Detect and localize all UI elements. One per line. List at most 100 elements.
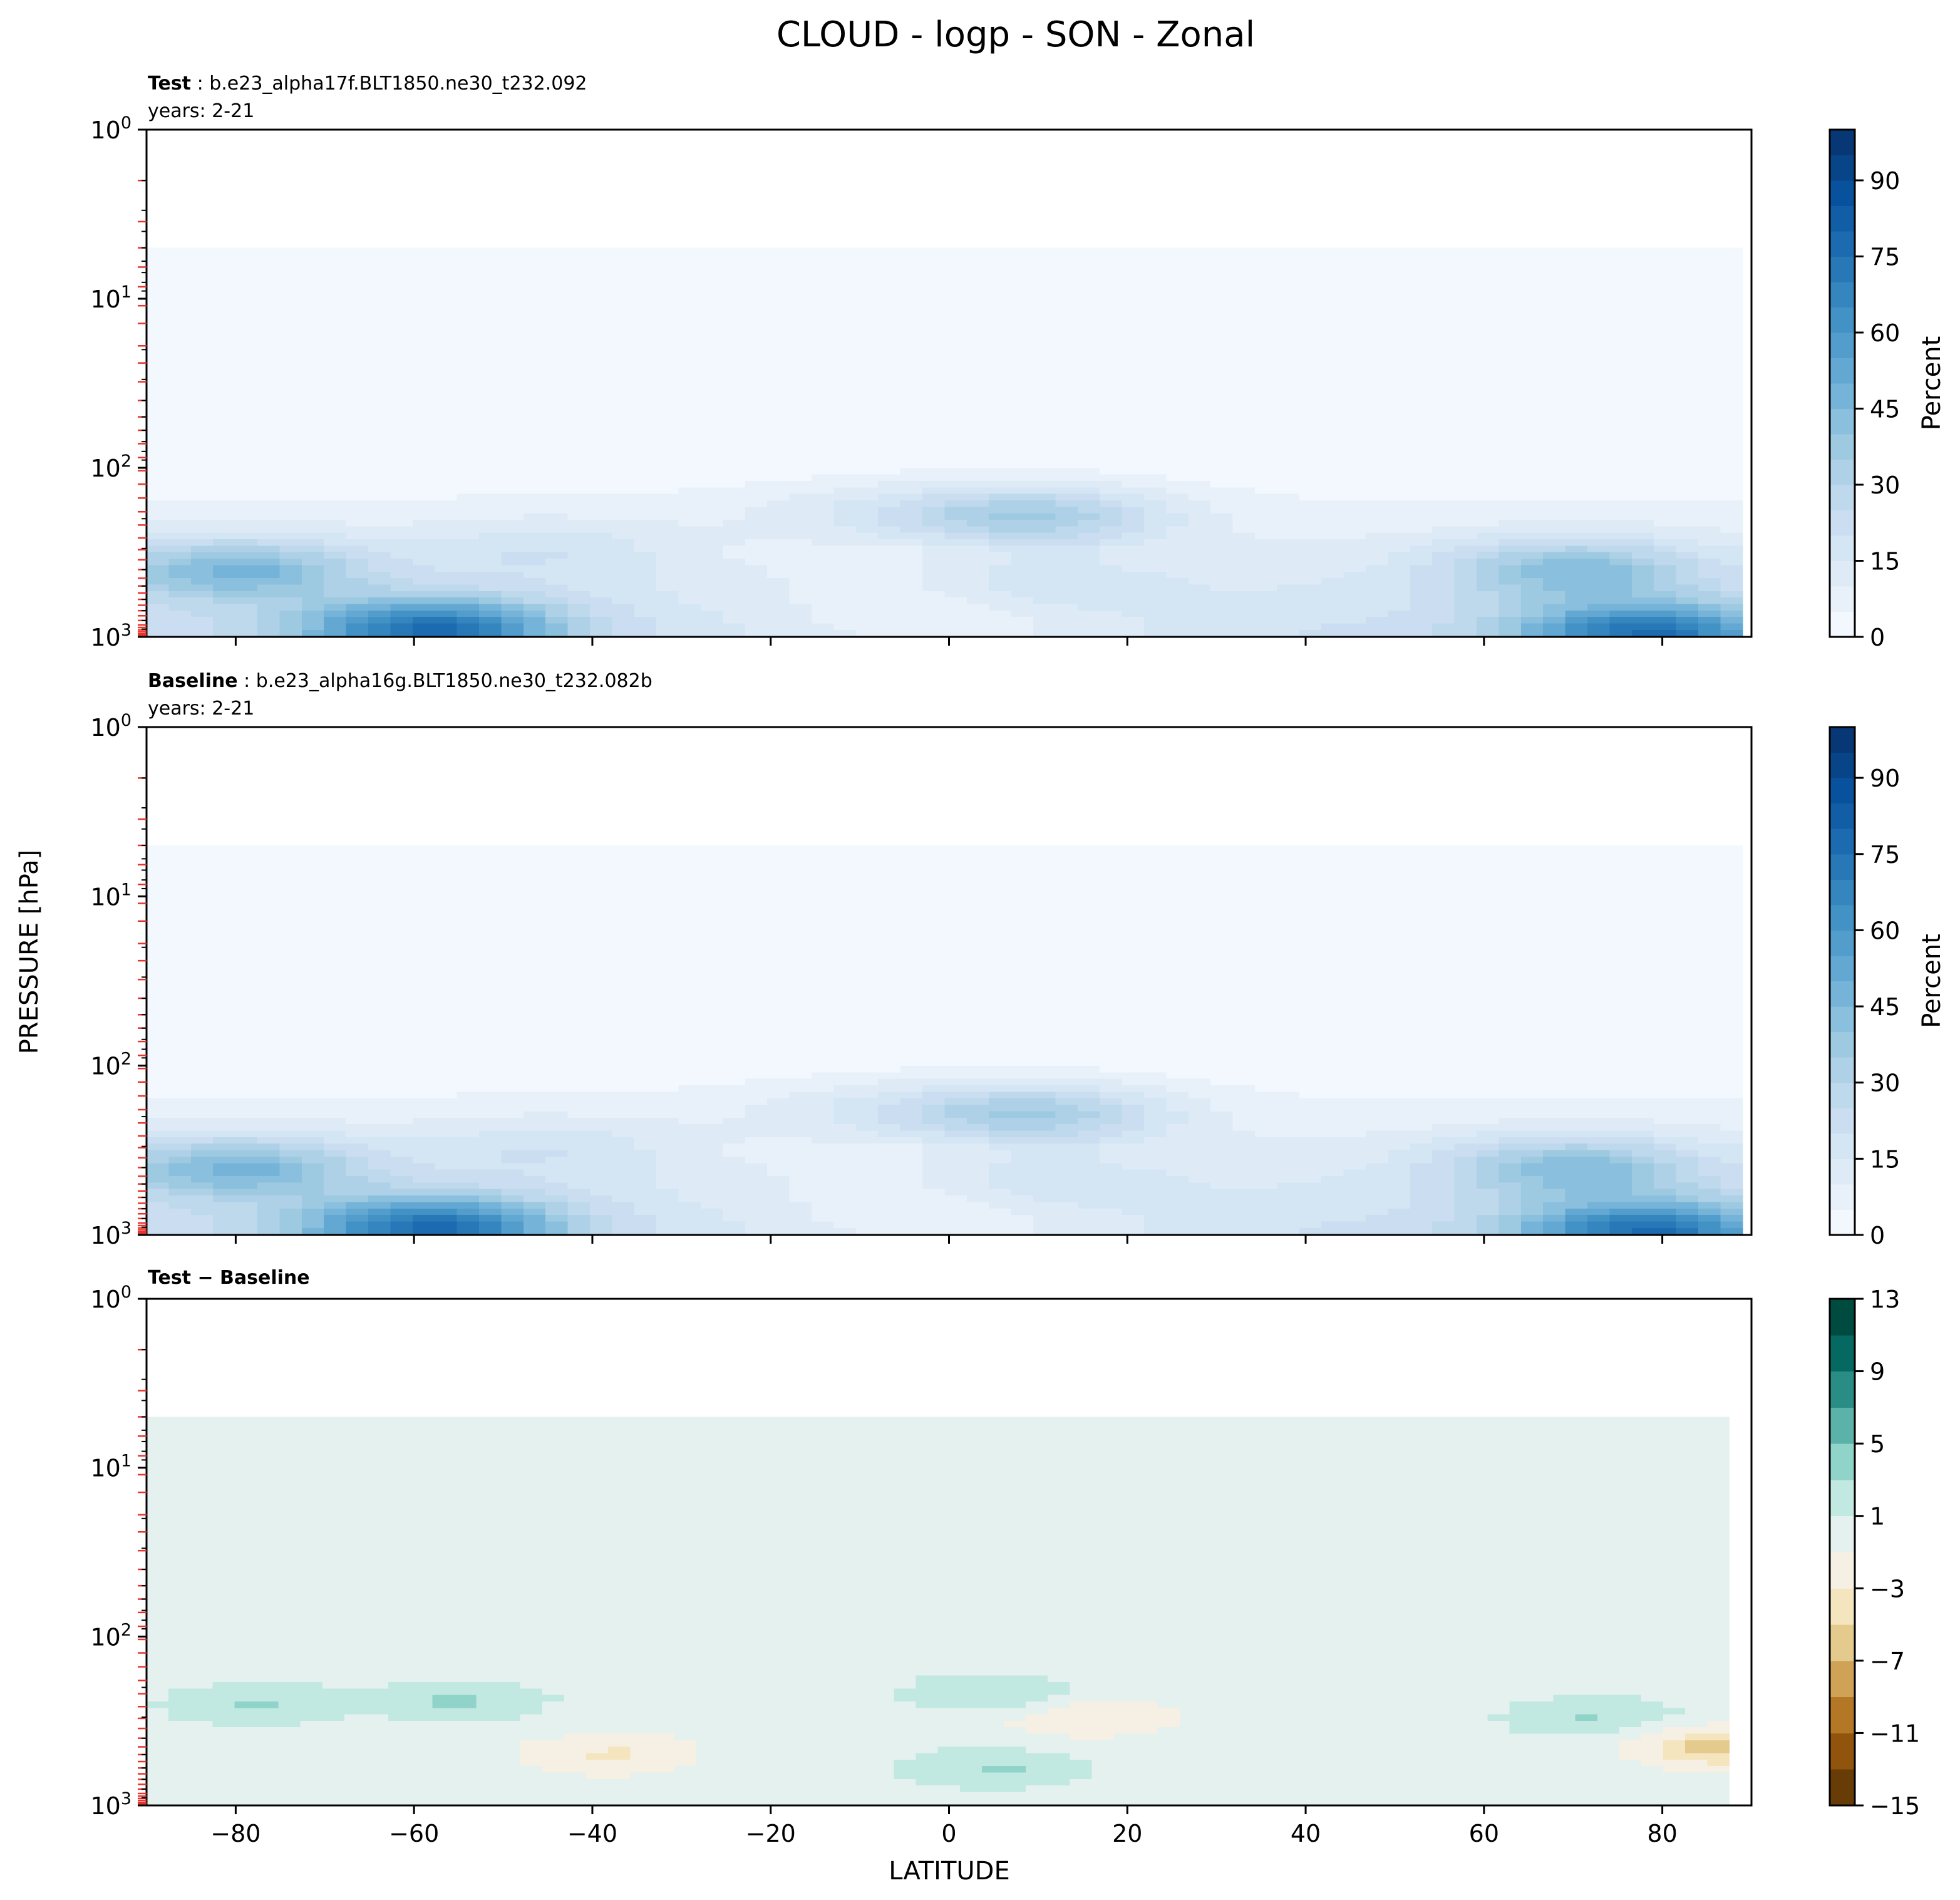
field-cell <box>678 448 701 456</box>
field-cell <box>1410 448 1433 456</box>
field-cell <box>1654 462 1677 468</box>
field-cell <box>1477 410 1499 417</box>
field-cell <box>1188 623 1211 631</box>
field-cell <box>1520 526 1544 534</box>
field-cell <box>878 591 901 598</box>
field-cell <box>678 591 701 598</box>
field-cell <box>147 962 169 969</box>
field-cell <box>1166 487 1189 495</box>
field-cell <box>1321 396 1344 404</box>
field-cell <box>1631 481 1654 488</box>
field-cell <box>301 949 324 956</box>
field-cell <box>523 559 546 565</box>
field-cell <box>634 500 657 507</box>
field-cell <box>878 377 901 385</box>
field-cell <box>324 871 347 879</box>
field-cell <box>368 435 391 443</box>
field-cell <box>324 286 347 294</box>
field-cell <box>678 539 701 546</box>
field-cell <box>678 351 701 359</box>
field-cell <box>1720 462 1743 468</box>
field-cell <box>456 487 480 495</box>
field-cell <box>1011 448 1034 456</box>
field-cell <box>301 1189 324 1196</box>
field-cell <box>966 591 989 598</box>
field-cell <box>324 604 347 611</box>
field-cell <box>545 383 569 391</box>
field-cell <box>855 552 879 559</box>
field-cell <box>567 623 591 631</box>
field-cell <box>168 975 192 982</box>
field-cell <box>1077 338 1100 346</box>
field-cell <box>1188 364 1211 371</box>
field-cell <box>1543 338 1566 346</box>
field-cell <box>1498 254 1522 261</box>
field-cell <box>723 319 746 326</box>
field-cell <box>190 584 214 592</box>
field-cell <box>1343 312 1366 319</box>
field-cell <box>1033 565 1056 572</box>
field-cell <box>1498 539 1522 546</box>
field-cell <box>812 487 834 495</box>
field-cell <box>1410 416 1433 423</box>
field-cell <box>168 274 192 281</box>
field-cell <box>900 299 923 307</box>
field-cell <box>789 390 812 398</box>
field-cell <box>523 481 546 488</box>
field-cell <box>855 267 879 274</box>
field-cell <box>745 552 768 559</box>
field-cell <box>922 513 945 520</box>
field-cell <box>1188 280 1211 287</box>
field-cell <box>279 1033 302 1041</box>
field-cell <box>1122 623 1145 631</box>
field-cell <box>412 468 435 475</box>
field-cell <box>1609 565 1632 572</box>
field-cell <box>235 623 258 631</box>
field-cell <box>634 396 657 404</box>
field-cell <box>279 1215 302 1222</box>
field-cell <box>147 371 169 378</box>
field-cell <box>612 435 635 443</box>
field-cell <box>1255 319 1277 326</box>
field-cell <box>789 545 812 553</box>
field-cell <box>1122 429 1145 436</box>
field-cell <box>279 936 302 943</box>
field-cell <box>1166 403 1189 410</box>
field-cell <box>1565 462 1588 468</box>
field-cell <box>346 481 369 488</box>
field-cell <box>1631 267 1654 274</box>
field-cell <box>1366 500 1388 507</box>
field-cell <box>368 377 391 385</box>
field-cell <box>900 487 923 495</box>
field-cell <box>1432 332 1455 339</box>
field-cell <box>213 448 236 456</box>
field-cell <box>1188 448 1211 456</box>
field-cell <box>1654 532 1677 540</box>
field-cell <box>1520 441 1544 449</box>
field-cell <box>257 312 280 319</box>
field-cell <box>1498 526 1522 534</box>
field-cell <box>1388 552 1411 559</box>
field-cell <box>1565 286 1588 294</box>
field-cell <box>324 377 347 385</box>
field-cell <box>1388 493 1411 501</box>
field-cell <box>767 267 790 274</box>
field-cell <box>1255 559 1277 565</box>
field-cell <box>855 487 879 495</box>
field-cell <box>1033 441 1056 449</box>
field-cell <box>1654 319 1677 326</box>
field-cell <box>1232 468 1256 475</box>
field-cell <box>435 371 458 378</box>
field-cell <box>235 254 258 261</box>
field-cell <box>1299 500 1322 507</box>
field-cell <box>922 507 945 514</box>
field-cell <box>456 468 480 475</box>
field-cell <box>1609 571 1632 579</box>
field-cell <box>1454 422 1477 430</box>
field-cell <box>1232 610 1256 617</box>
field-cell <box>1255 552 1277 559</box>
field-cell <box>1122 513 1145 520</box>
field-cell <box>1343 410 1366 417</box>
field-cell <box>545 545 569 553</box>
field-cell <box>1366 344 1388 352</box>
